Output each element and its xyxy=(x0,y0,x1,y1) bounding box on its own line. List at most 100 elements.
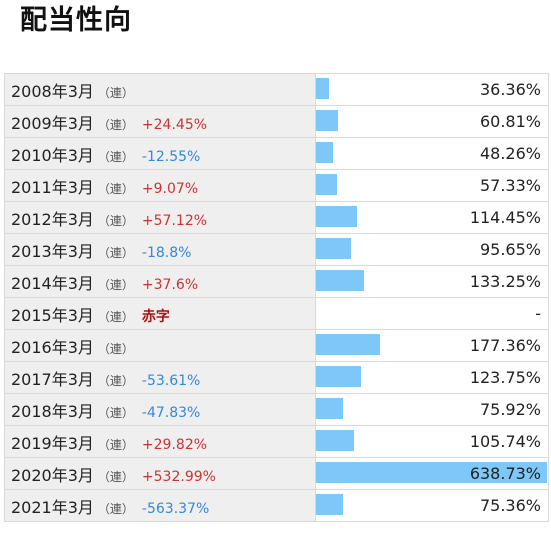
fiscal-period: 2009年3月 xyxy=(11,113,94,133)
fiscal-period: 2019年3月 xyxy=(11,433,94,453)
consolidated-label: （連） xyxy=(97,213,134,228)
period-cell: 2016年3月 （連） xyxy=(4,329,316,362)
page-title: 配当性向 xyxy=(20,5,132,36)
change-rate: -18.8% xyxy=(141,244,192,261)
change-rate: 赤字 xyxy=(141,308,170,325)
ratio-value: 60.81% xyxy=(479,112,541,131)
fiscal-period: 2020年3月 xyxy=(11,465,94,485)
change-rate: +24.45% xyxy=(141,116,208,133)
ratio-cell: 638.73% xyxy=(315,457,549,490)
change-rate: +57.12% xyxy=(141,212,208,229)
change-rate: -12.55% xyxy=(141,148,201,165)
period-cell: 2013年3月 （連） -18.8% xyxy=(4,233,316,266)
fiscal-period: 2018年3月 xyxy=(11,401,94,421)
ratio-bar xyxy=(316,270,364,291)
ratio-cell: 177.36% xyxy=(315,329,549,362)
ratio-value: 114.45% xyxy=(469,208,541,227)
period-cell: 2010年3月 （連） -12.55% xyxy=(4,137,316,170)
ratio-bar xyxy=(316,206,357,227)
period-cell: 2018年3月 （連） -47.83% xyxy=(4,393,316,426)
change-rate: -53.61% xyxy=(141,372,201,389)
table-row: 2008年3月 （連） 36.36% xyxy=(4,73,549,106)
ratio-value: 177.36% xyxy=(469,336,541,355)
ratio-value: 95.65% xyxy=(479,240,541,259)
ratio-cell: 123.75% xyxy=(315,361,549,394)
consolidated-label: （連） xyxy=(97,469,134,484)
period-cell: 2012年3月 （連） +57.12% xyxy=(4,201,316,234)
table-row: 2016年3月 （連） 177.36% xyxy=(4,329,549,362)
ratio-value: 75.92% xyxy=(479,400,541,419)
ratio-bar xyxy=(316,142,333,163)
period-cell: 2015年3月 （連） 赤字 xyxy=(4,297,316,330)
ratio-bar xyxy=(316,366,361,387)
change-rate: +37.6% xyxy=(141,276,199,293)
period-cell: 2014年3月 （連） +37.6% xyxy=(4,265,316,298)
period-cell: 2009年3月 （連） +24.45% xyxy=(4,105,316,138)
ratio-cell: 95.65% xyxy=(315,233,549,266)
change-rate: +9.07% xyxy=(141,180,199,197)
ratio-value: 123.75% xyxy=(469,368,541,387)
ratio-value: 105.74% xyxy=(469,432,541,451)
ratio-bar xyxy=(316,78,329,99)
period-cell: 2019年3月 （連） +29.82% xyxy=(4,425,316,458)
change-rate: -47.83% xyxy=(141,404,201,421)
fiscal-period: 2011年3月 xyxy=(11,177,94,197)
fiscal-period: 2014年3月 xyxy=(11,273,94,293)
table-row: 2020年3月 （連） +532.99% 638.73% xyxy=(4,457,549,490)
ratio-bar xyxy=(316,110,338,131)
table-row: 2010年3月 （連） -12.55% 48.26% xyxy=(4,137,549,170)
consolidated-label: （連） xyxy=(97,117,134,132)
fiscal-period: 2017年3月 xyxy=(11,369,94,389)
ratio-value: 75.36% xyxy=(479,496,541,515)
table-row: 2015年3月 （連） 赤字 - xyxy=(4,297,549,330)
table-row: 2009年3月 （連） +24.45% 60.81% xyxy=(4,105,549,138)
ratio-cell: 57.33% xyxy=(315,169,549,202)
period-cell: 2020年3月 （連） +532.99% xyxy=(4,457,316,490)
consolidated-label: （連） xyxy=(97,501,134,516)
table-row: 2021年3月 （連） -563.37% 75.36% xyxy=(4,489,549,522)
consolidated-label: （連） xyxy=(97,341,134,356)
ratio-value: 638.73% xyxy=(469,464,541,483)
ratio-value: 57.33% xyxy=(479,176,541,195)
period-cell: 2021年3月 （連） -563.37% xyxy=(4,489,316,522)
ratio-value: 36.36% xyxy=(479,80,541,99)
ratio-value: - xyxy=(535,304,541,323)
consolidated-label: （連） xyxy=(97,373,134,388)
change-rate: +532.99% xyxy=(141,468,216,485)
consolidated-label: （連） xyxy=(97,245,134,260)
ratio-bar xyxy=(316,494,343,515)
ratio-cell: 75.36% xyxy=(315,489,549,522)
ratio-cell: 114.45% xyxy=(315,201,549,234)
ratio-cell: 105.74% xyxy=(315,425,549,458)
table-row: 2013年3月 （連） -18.8% 95.65% xyxy=(4,233,549,266)
fiscal-period: 2012年3月 xyxy=(11,209,94,229)
ratio-cell: 36.36% xyxy=(315,73,549,106)
consolidated-label: （連） xyxy=(97,277,134,292)
ratio-value: 133.25% xyxy=(469,272,541,291)
consolidated-label: （連） xyxy=(97,85,134,100)
table-row: 2014年3月 （連） +37.6% 133.25% xyxy=(4,265,549,298)
fiscal-period: 2021年3月 xyxy=(11,497,94,517)
ratio-cell: - xyxy=(315,297,549,330)
ratio-cell: 75.92% xyxy=(315,393,549,426)
ratio-cell: 48.26% xyxy=(315,137,549,170)
ratio-bar xyxy=(316,462,547,483)
consolidated-label: （連） xyxy=(97,309,134,324)
payout-ratio-rows: 2008年3月 （連） 36.36% 2009年3月 （連） +24.45% 60.81% 2… xyxy=(4,73,549,522)
table-row: 2012年3月 （連） +57.12% 114.45% xyxy=(4,201,549,234)
change-rate: -563.37% xyxy=(141,500,210,517)
table-row: 2011年3月 （連） +9.07% 57.33% xyxy=(4,169,549,202)
table-row: 2017年3月 （連） -53.61% 123.75% xyxy=(4,361,549,394)
ratio-bar xyxy=(316,334,380,355)
change-rate: +29.82% xyxy=(141,436,208,453)
fiscal-period: 2015年3月 xyxy=(11,305,94,325)
ratio-cell: 60.81% xyxy=(315,105,549,138)
consolidated-label: （連） xyxy=(97,181,134,196)
ratio-cell: 133.25% xyxy=(315,265,549,298)
consolidated-label: （連） xyxy=(97,437,134,452)
table-row: 2019年3月 （連） +29.82% 105.74% xyxy=(4,425,549,458)
payout-ratio-table: 2008年3月 （連） 36.36% 2009年3月 （連） +24.45% 60.81% 2… xyxy=(4,73,549,522)
period-cell: 2017年3月 （連） -53.61% xyxy=(4,361,316,394)
period-cell: 2008年3月 （連） xyxy=(4,73,316,106)
ratio-value: 48.26% xyxy=(479,144,541,163)
